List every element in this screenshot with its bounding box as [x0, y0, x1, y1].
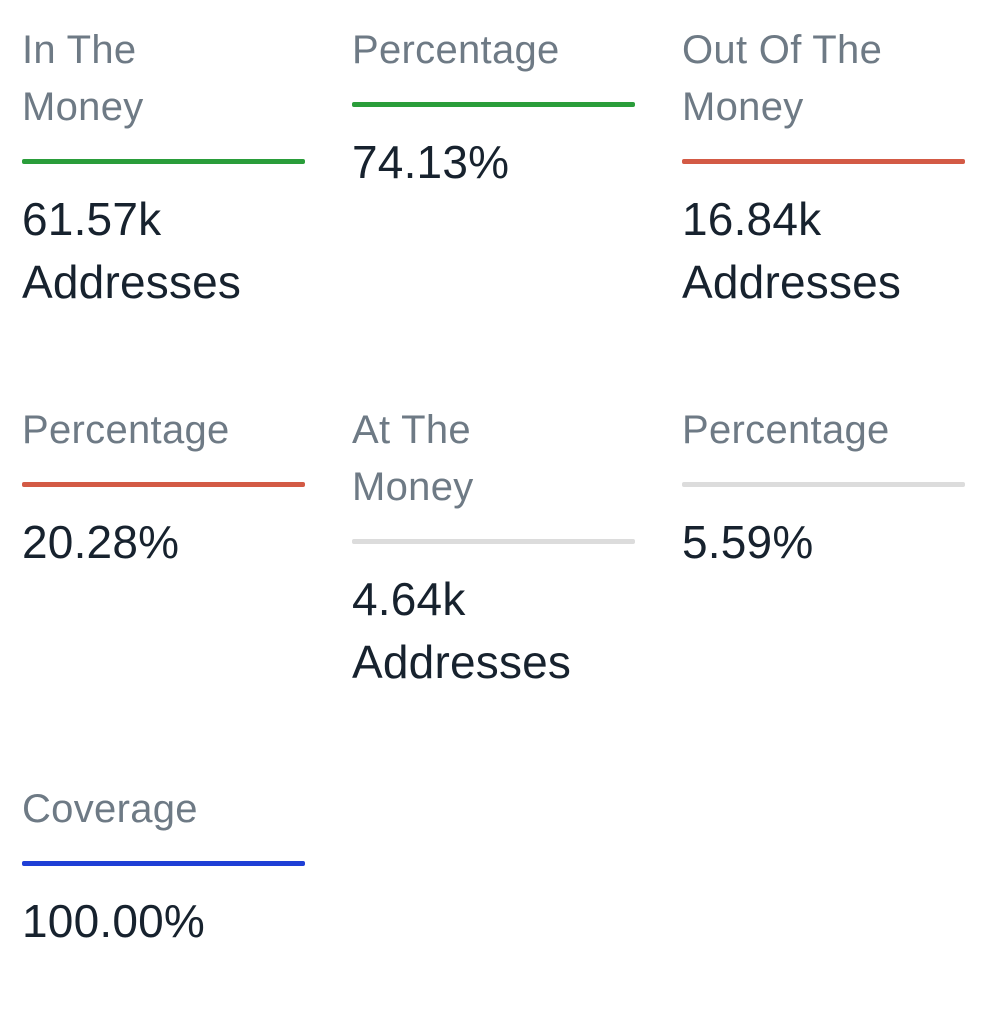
stat-value: 4.64k Addresses — [352, 573, 572, 688]
stat-at-the-money-percentage: Percentage 5.59% — [682, 402, 965, 574]
stat-value: 20.28% — [22, 516, 180, 568]
stat-color-bar — [22, 861, 305, 866]
stat-label: Percentage — [22, 408, 230, 452]
stat-label: Percentage — [352, 28, 560, 72]
stat-in-the-money-percentage: Percentage 74.13% — [352, 22, 635, 194]
stat-value: 5.59% — [682, 516, 814, 568]
stat-label: At The Money — [352, 408, 474, 509]
stat-value: 100.00% — [22, 895, 205, 947]
stat-out-of-the-money-percentage: Percentage 20.28% — [22, 402, 305, 574]
stat-label: In The Money — [22, 28, 144, 129]
stat-color-bar — [352, 102, 635, 107]
stat-value: 16.84k Addresses — [682, 193, 902, 308]
stat-value: 74.13% — [352, 136, 510, 188]
stat-coverage: Coverage 100.00% — [22, 781, 305, 953]
stat-label: Percentage — [682, 408, 890, 452]
stat-color-bar — [682, 159, 965, 164]
stat-color-bar — [22, 159, 305, 164]
stat-at-the-money: At The Money 4.64k Addresses — [352, 402, 635, 694]
stat-out-of-the-money: Out Of The Money 16.84k Addresses — [682, 22, 965, 314]
stat-color-bar — [22, 482, 305, 487]
stat-color-bar — [682, 482, 965, 487]
stat-label: Coverage — [22, 787, 198, 831]
stat-color-bar — [352, 539, 635, 544]
stat-in-the-money: In The Money 61.57k Addresses — [22, 22, 305, 314]
stat-label: Out Of The Money — [682, 28, 883, 129]
stat-value: 61.57k Addresses — [22, 193, 242, 308]
